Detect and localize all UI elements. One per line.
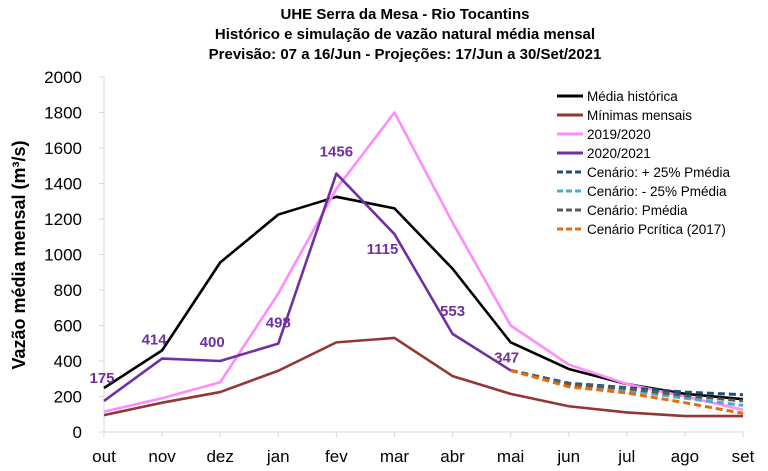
x-tick-label: jul bbox=[617, 447, 635, 466]
x-tick-label: nov bbox=[148, 447, 176, 466]
data-label: 347 bbox=[494, 349, 519, 366]
y-tick-label: 1600 bbox=[44, 139, 82, 158]
x-tick-label: dez bbox=[206, 447, 233, 466]
series-line bbox=[103, 172, 512, 402]
x-tick-label: set bbox=[732, 447, 755, 466]
legend-entry: Média histórica bbox=[587, 89, 678, 104]
chart-subtitle: Histórico e simulação de vazão natural m… bbox=[215, 26, 595, 43]
x-tick-label: mai bbox=[497, 447, 524, 466]
legend-entry: Cenário: + 25% Pmédia bbox=[587, 165, 730, 180]
x-tick-label: jan bbox=[266, 447, 290, 466]
legend-entry: 2019/2020 bbox=[587, 127, 651, 142]
y-tick-label: 800 bbox=[54, 281, 82, 300]
data-label: 498 bbox=[266, 315, 291, 332]
data-label: 400 bbox=[200, 334, 225, 351]
y-axis-label: Vazão média mensal (m³/s) bbox=[9, 140, 29, 369]
series-line bbox=[510, 368, 744, 397]
series-line bbox=[510, 368, 744, 403]
chart-subtitle-2: Previsão: 07 a 16/Jun - Projeções: 17/Ju… bbox=[209, 46, 602, 63]
data-label: 175 bbox=[89, 370, 114, 387]
y-tick-label: 1400 bbox=[44, 175, 82, 194]
legend-entry: Cenário Pcrítica (2017) bbox=[587, 222, 726, 237]
legend-entry: 2020/2021 bbox=[587, 146, 651, 161]
y-tick-label: 200 bbox=[54, 388, 82, 407]
data-label: 553 bbox=[440, 303, 465, 320]
y-tick-label: 1000 bbox=[44, 246, 82, 265]
data-label: 1115 bbox=[367, 241, 399, 258]
x-tick-label: jun bbox=[556, 447, 580, 466]
y-tick-label: 1800 bbox=[44, 104, 82, 123]
series-line bbox=[103, 336, 743, 418]
x-tick-label: out bbox=[92, 447, 116, 466]
x-tick-label: abr bbox=[440, 447, 465, 466]
legend-entry: Cenário: - 25% Pmédia bbox=[587, 184, 727, 199]
legend-entry: Cenário: Pmédia bbox=[587, 203, 688, 218]
y-tick-label: 400 bbox=[54, 352, 82, 371]
series-line bbox=[103, 111, 744, 413]
x-tick-label: ago bbox=[671, 447, 699, 466]
data-label: 414 bbox=[142, 332, 168, 349]
y-tick-label: 2000 bbox=[44, 68, 82, 87]
y-tick-label: 0 bbox=[73, 423, 82, 442]
legend-entry: Mínimas mensais bbox=[587, 108, 692, 123]
chart-title: UHE Serra da Mesa - Rio Tocantins bbox=[281, 6, 530, 23]
y-tick-label: 600 bbox=[54, 317, 82, 336]
y-tick-label: 1200 bbox=[44, 210, 82, 229]
data-label: 1456 bbox=[320, 144, 353, 161]
x-tick-label: fev bbox=[325, 447, 348, 466]
x-tick-label: mar bbox=[380, 447, 410, 466]
